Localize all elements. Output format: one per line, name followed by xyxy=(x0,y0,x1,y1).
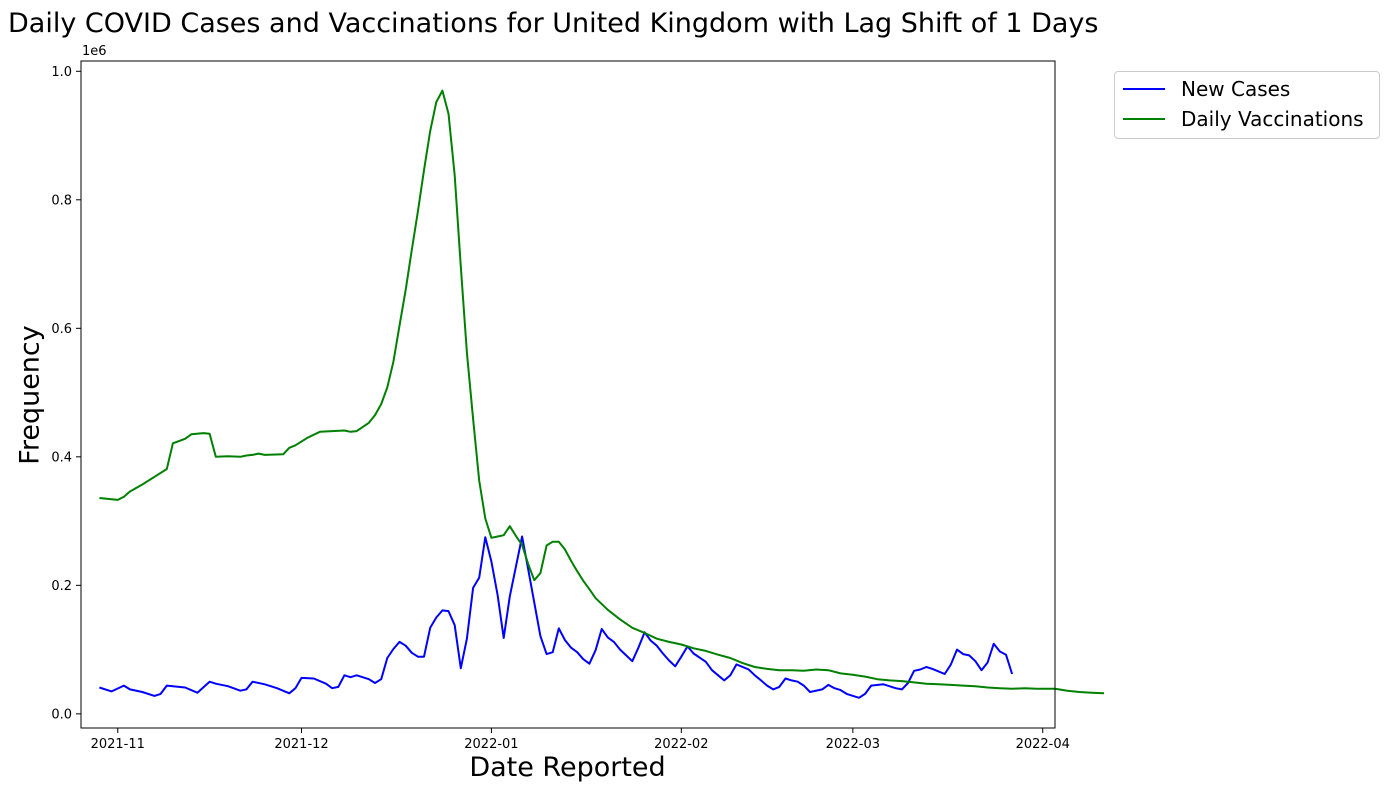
y-axis-offset-label: 1e6 xyxy=(82,44,107,59)
legend-swatch-daily-vaccinations xyxy=(1123,118,1165,120)
plot-frame xyxy=(80,60,1056,729)
legend-item-daily-vaccinations: Daily Vaccinations xyxy=(1123,105,1364,133)
axes-layer: 2021-11 2021-12 2022-01 2022-02 2022-03 2022-… xyxy=(51,60,1070,752)
y-tick-label: 0.8 xyxy=(51,193,72,208)
series-layer xyxy=(99,89,1105,699)
legend-label-daily-vaccinations: Daily Vaccinations xyxy=(1181,107,1364,131)
y-tick-label: 0.6 xyxy=(51,322,72,337)
x-axis-label: Date Reported xyxy=(469,752,666,783)
legend-label-new-cases: New Cases xyxy=(1181,77,1291,101)
chart-title: Daily COVID Cases and Vaccinations for U… xyxy=(8,8,1099,39)
y-tick-label: 0.4 xyxy=(51,450,72,465)
x-tick-label: 2022-04 xyxy=(1016,737,1070,752)
legend-item-new-cases: New Cases xyxy=(1123,75,1290,103)
x-tick-label: 2022-03 xyxy=(826,737,880,752)
x-tick-label: 2022-01 xyxy=(464,737,518,752)
y-tick-label: 0.2 xyxy=(51,579,72,594)
series-line-daily-vaccinations xyxy=(99,89,1105,695)
y-tick-label: 0.0 xyxy=(51,707,72,722)
chart-legend: New Cases Daily Vaccinations xyxy=(1114,71,1380,139)
x-tick-label: 2021-11 xyxy=(91,737,145,752)
x-tick-label: 2021-12 xyxy=(274,737,328,752)
series-line-new-cases xyxy=(99,535,1014,699)
x-tick-label: 2022-02 xyxy=(654,737,708,752)
y-tick-label: 1.0 xyxy=(51,65,72,80)
legend-swatch-new-cases xyxy=(1123,88,1165,90)
